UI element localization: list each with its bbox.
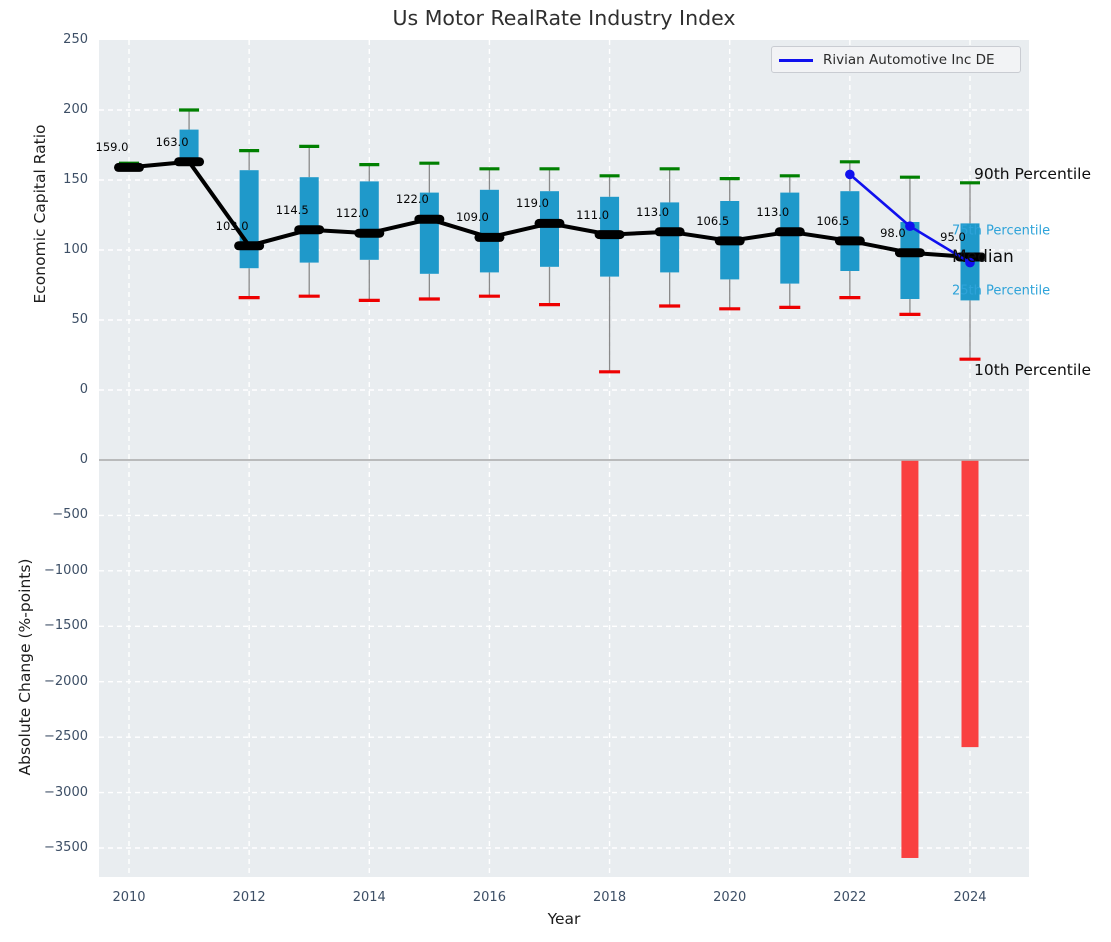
median-marker-2020 <box>714 236 745 246</box>
median-value-label-2011: 163.0 <box>155 134 189 149</box>
median-marker-2014 <box>354 228 385 238</box>
x-tick-label: 2016 <box>472 890 506 905</box>
bottom-y-tick-label: 0 <box>79 452 88 467</box>
top-y-tick-label: 0 <box>79 382 88 397</box>
median-marker-2017 <box>534 218 565 228</box>
median-value-label-2014: 112.0 <box>335 206 369 221</box>
x-tick-label: 2012 <box>232 890 266 905</box>
median-value-label-2017: 119.0 <box>516 196 549 211</box>
percentile-box-2011 <box>179 129 199 162</box>
median-marker-2018 <box>594 230 625 240</box>
change-bar-2023 <box>901 460 919 858</box>
median-value-label-2023: 98.0 <box>880 225 906 240</box>
x-axis-label: Year <box>547 910 581 928</box>
median-value-label-2015: 122.0 <box>395 192 429 207</box>
median-value-label-2024: 95.0 <box>940 230 966 244</box>
percentile-box-2014 <box>359 181 379 260</box>
top-y-tick-label: 250 <box>63 32 88 47</box>
median-marker-2012 <box>234 241 265 251</box>
x-tick-label: 2020 <box>713 890 747 905</box>
annotation-25th-percentile: 25th Percentile <box>952 283 1051 299</box>
percentile-box-2023 <box>900 222 920 299</box>
x-tick-label: 2024 <box>953 890 987 905</box>
median-value-label-2010: 159.0 <box>95 140 129 155</box>
median-value-label-2020: 106.5 <box>696 213 730 228</box>
bottom-y-tick-label: −1500 <box>44 618 88 634</box>
legend: Rivian Automotive Inc DE <box>771 46 1021 73</box>
bottom-y-tick-label: −3000 <box>44 784 88 800</box>
legend-label: Rivian Automotive Inc DE <box>823 51 995 68</box>
median-value-label-2019: 113.0 <box>636 204 670 219</box>
bottom-y-tick-label: −500 <box>52 507 88 523</box>
top-y-tick-label: 150 <box>63 172 88 187</box>
percentile-box-2015 <box>419 192 439 274</box>
percentile-box-2019 <box>660 202 680 273</box>
bottom-y-tick-label: −3500 <box>44 839 88 855</box>
percentile-box-2021 <box>780 192 800 284</box>
median-marker-2021 <box>774 227 805 237</box>
median-value-label-2012: 103.0 <box>215 218 249 233</box>
median-value-label-2018: 111.0 <box>576 207 610 222</box>
percentile-box-2017 <box>539 191 559 267</box>
median-marker-2022 <box>834 236 865 246</box>
annotation-median: Median <box>952 247 1014 267</box>
rivian-point-2024 <box>965 257 975 268</box>
median-marker-2016 <box>474 232 505 242</box>
bottom-y-axis-label: Absolute Change (%-points) <box>16 558 34 776</box>
median-marker-2023 <box>894 248 925 258</box>
top-y-axis-label: Economic Capital Ratio <box>31 124 49 304</box>
rivian-point-2023 <box>905 221 915 231</box>
top-y-tick-label: 200 <box>63 102 88 117</box>
x-tick-label: 2010 <box>112 890 146 905</box>
median-marker-2011 <box>174 157 205 167</box>
change-bar-2024 <box>961 460 979 748</box>
bottom-y-tick-label: −1000 <box>44 562 88 578</box>
x-tick-label: 2018 <box>593 890 627 905</box>
median-value-label-2022: 106.5 <box>816 213 850 228</box>
annotation-10th-percentile: 10th Percentile <box>974 361 1092 379</box>
median-marker-2019 <box>654 227 685 237</box>
top-y-tick-label: 50 <box>71 312 88 327</box>
median-value-label-2013: 114.5 <box>275 202 309 217</box>
percentile-box-2016 <box>479 189 499 273</box>
percentile-box-2013 <box>299 177 319 263</box>
median-marker-2013 <box>294 225 325 235</box>
annotation-90th-percentile: 90th Percentile <box>974 165 1092 183</box>
rivian-point-2022 <box>845 169 855 180</box>
median-marker-2015 <box>414 214 445 224</box>
x-tick-label: 2022 <box>833 890 867 905</box>
annotation-75th-percentile: 75th Percentile <box>952 223 1051 239</box>
median-value-label-2016: 109.0 <box>455 210 489 225</box>
median-value-label-2021: 113.0 <box>756 204 790 219</box>
top-y-tick-label: 100 <box>63 242 88 257</box>
median-marker-2010 <box>114 162 144 172</box>
percentile-box-2022 <box>840 191 860 271</box>
x-tick-label: 2014 <box>352 890 386 905</box>
bottom-y-tick-label: −2000 <box>44 673 88 689</box>
chart-title: Us Motor RealRate Industry Index <box>392 6 736 30</box>
bottom-y-tick-label: −2500 <box>44 729 88 745</box>
legend-line-sample <box>779 59 813 62</box>
